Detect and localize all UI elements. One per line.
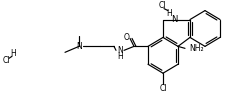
Text: H: H	[10, 49, 16, 58]
Text: NH₂: NH₂	[189, 44, 204, 53]
Text: H: H	[166, 9, 172, 18]
Text: N: N	[76, 42, 82, 51]
Text: O: O	[124, 33, 130, 42]
Text: N: N	[117, 46, 123, 55]
Text: N: N	[171, 15, 177, 24]
Text: Cl: Cl	[158, 1, 166, 10]
Text: Cl: Cl	[159, 84, 167, 93]
Text: Cl: Cl	[3, 56, 10, 65]
Text: H: H	[117, 52, 123, 61]
